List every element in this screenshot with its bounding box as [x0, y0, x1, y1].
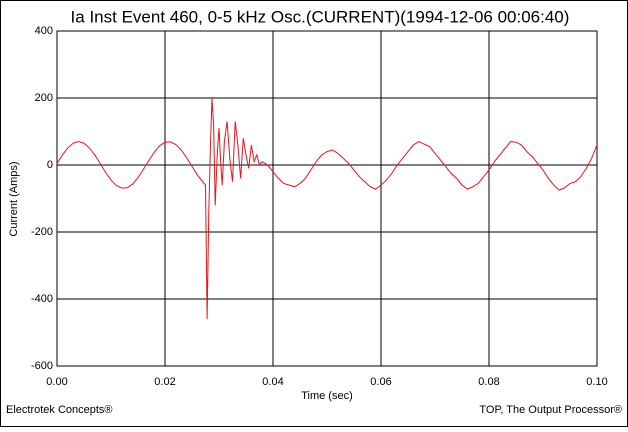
y-tick-label: -200 — [31, 226, 53, 238]
x-tick-label: 0.00 — [46, 376, 67, 388]
x-tick-label: 0.06 — [370, 376, 391, 388]
x-tick-label: 0.08 — [478, 376, 499, 388]
y-tick-label: -400 — [31, 293, 53, 305]
y-tick-label: -600 — [31, 360, 53, 372]
x-tick-label: 0.10 — [586, 376, 607, 388]
series-line — [56, 97, 598, 320]
y-tick-label: 200 — [35, 92, 53, 104]
y-tick-label: 400 — [35, 25, 53, 37]
y-axis-label: Current (Amps) — [8, 161, 20, 236]
chart-title: Ia Inst Event 460, 0-5 kHz Osc.(CURRENT)… — [71, 7, 570, 26]
y-tick-label: 0 — [47, 159, 53, 171]
x-tick-label: 0.02 — [154, 376, 175, 388]
x-axis-label: Time (sec) — [301, 390, 353, 402]
x-tick-label: 0.04 — [262, 376, 283, 388]
plot-area — [56, 30, 598, 367]
footer-right: TOP, The Output Processor® — [479, 404, 622, 416]
footer-left: Electrotek Concepts® — [6, 404, 113, 416]
